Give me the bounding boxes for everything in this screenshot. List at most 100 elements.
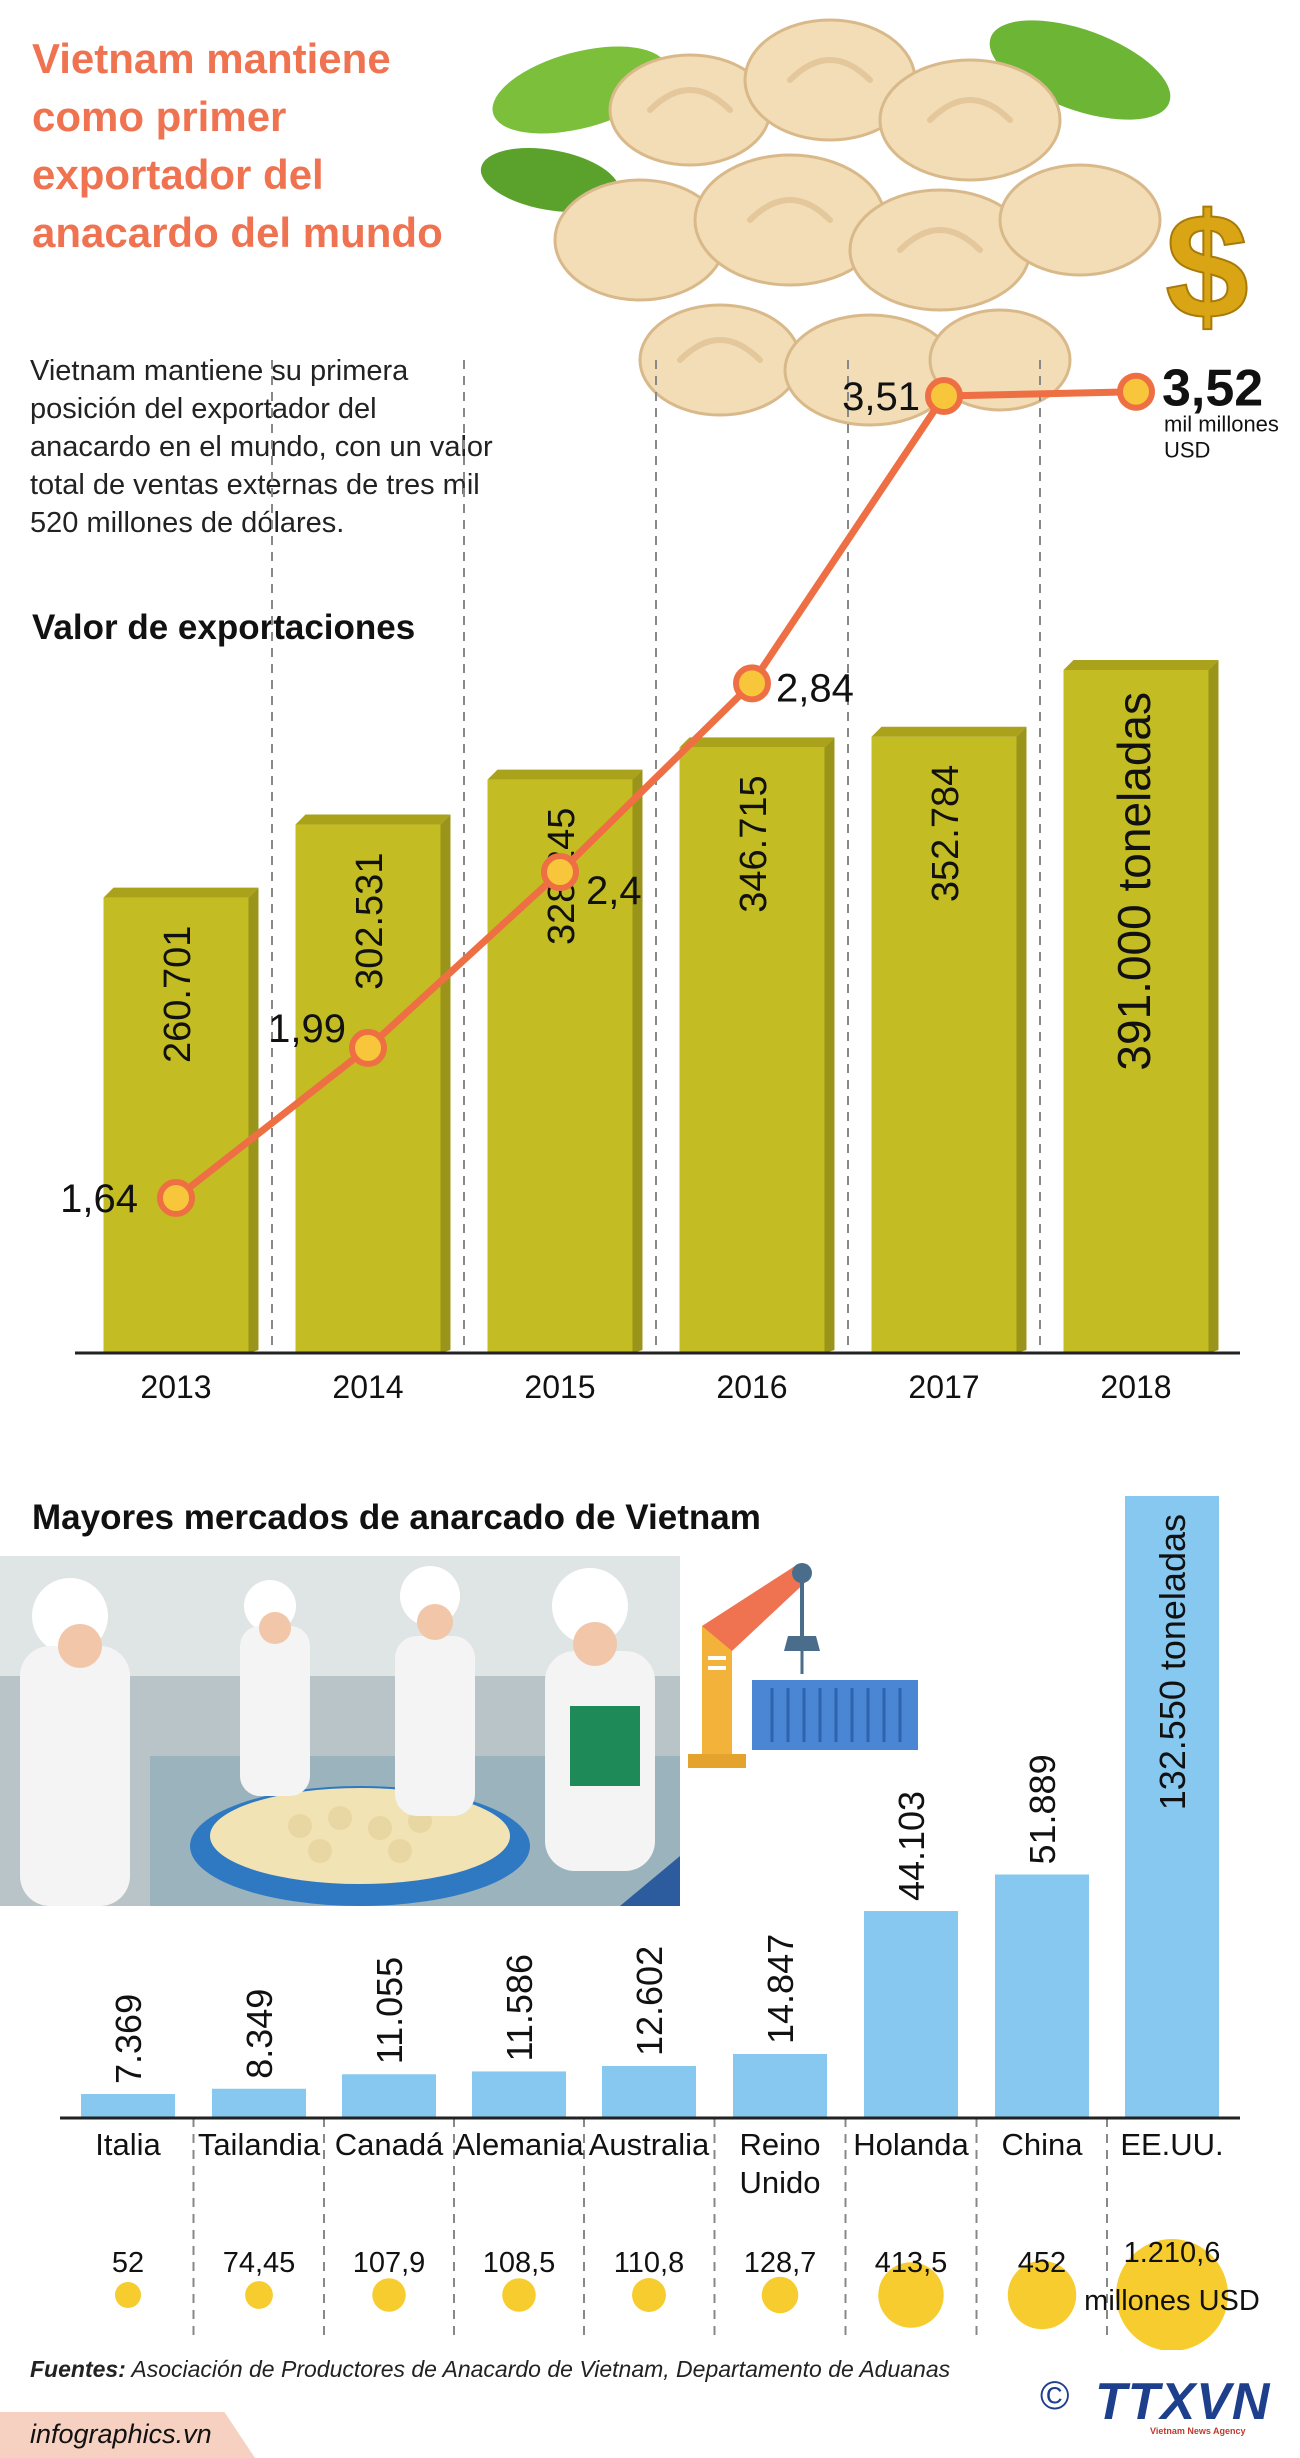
agency-name: TTXVN [1095,2373,1271,2431]
export-year-label: 2013 [140,1369,211,1405]
export-value-point [349,1028,387,1067]
value-unit-line2: USD [1164,438,1210,463]
market-category-label: EE.UU. [1120,2127,1223,2162]
export-value-chart: 260.701302.531328.245346.715352.784391.0… [60,360,1279,1405]
market-value-coin [761,2276,799,2314]
intro-paragraph: Vietnam mantiene su primera posición del… [30,355,493,539]
market-bar [1125,1496,1219,2118]
export-value-label: 3,51 [842,375,920,419]
svg-text:$: $ [1165,186,1248,346]
export-value-point [733,664,771,703]
export-value-label: 2,4 [586,869,642,913]
market-value-label: 413,5 [875,2247,948,2279]
market-category-label: Italia [95,2127,161,2162]
export-bar-top [295,814,451,825]
container-icon [752,1680,918,1750]
market-value-coin [878,2262,944,2328]
market-value-coin [115,2282,141,2308]
market-category-label: China [1002,2127,1084,2162]
export-bar [871,736,1017,1353]
market-category-label: Canadá [335,2127,444,2162]
export-bar-top [103,887,259,898]
market-volume-label: 12.602 [629,1946,670,2056]
market-category-label: Holanda [853,2127,969,2162]
export-bar-side [248,887,259,1353]
market-category-label: Tailandia [198,2127,321,2162]
export-value-label: 1,64 [60,1177,138,1221]
market-value-label: 128,7 [744,2247,817,2279]
market-volume-label: 7.369 [108,1994,149,2084]
market-volume-label: 44.103 [891,1791,932,1901]
factory-photo [0,1556,680,1906]
export-volume-label: 352.784 [925,765,967,902]
source-text: Asociación de Productores de Anacardo de… [131,2356,951,2382]
market-value-label: 1.210,6 [1124,2237,1221,2269]
market-value-coin [245,2281,273,2309]
export-value-point [541,853,579,892]
export-bar-side [440,814,451,1353]
market-volume-label: 51.889 [1022,1754,1063,1864]
agency-logo: © TTXVN Vietnam News Agency [1040,2372,1280,2436]
markets-section-title: Mayores mercados de anarcado de Vietnam [32,1498,761,1537]
market-volume-label: 11.586 [499,1954,540,2061]
site-tag: infographics.vn [0,2412,255,2458]
export-volume-label: 391.000 toneladas [1108,692,1160,1071]
market-category-label: Australia [589,2127,710,2162]
export-bar-side [824,737,835,1353]
market-volume-label: 8.349 [239,1989,280,2079]
market-bar [342,2074,436,2118]
export-bar [679,747,825,1353]
export-bar-top [1063,660,1219,670]
market-volume-label: 132.550 toneladas [1152,1514,1193,1810]
export-value-point [925,377,963,415]
market-bar [864,1911,958,2118]
cashew-photo [480,18,1171,427]
export-value-line [173,388,1137,1201]
markets-value-unit: millones USD [1084,2285,1260,2317]
export-year-label: 2016 [716,1369,787,1405]
market-value-label: 107,9 [353,2247,426,2279]
source-line: Fuentes: Asociación de Productores de An… [30,2356,1050,2383]
export-value-point [157,1179,195,1217]
export-bar-top [871,726,1027,737]
export-year-label: 2018 [1100,1369,1171,1405]
markets-chart: 7.369 8.349 11.055 11.586 12.602 14.847 44.103… [60,1496,1260,2350]
market-bar [81,2094,175,2118]
export-volume-label: 302.531 [349,853,391,990]
market-value-label: 52 [112,2247,144,2279]
export-value-point [1117,372,1155,411]
market-category-label: Reino Unido [740,2127,821,2200]
market-value-label: 452 [1018,2247,1066,2279]
export-value-label: 1,99 [268,1007,346,1051]
export-bar-side [1208,660,1219,1353]
export-section-title: Valor de exportaciones [32,608,416,647]
market-bar [472,2071,566,2118]
market-bar [733,2054,827,2118]
export-year-label: 2014 [332,1369,403,1405]
market-value-label: 110,8 [614,2247,684,2279]
site-url: infographics.vn [30,2419,212,2449]
market-value-coin [502,2278,536,2312]
export-year-label: 2017 [908,1369,979,1405]
agency-subtitle: Vietnam News Agency [1150,2426,1246,2436]
market-value-coin [632,2278,666,2312]
export-value-label: 3,52 [1162,360,1263,418]
market-category-label: Alemania [454,2127,584,2162]
market-value-label: 108,5 [483,2247,556,2279]
market-value-label: 74,45 [223,2247,296,2279]
market-volume-label: 11.055 [369,1957,410,2064]
market-value-coin [1116,2239,1228,2350]
export-volume-label: 260.701 [157,926,199,1063]
export-year-label: 2015 [524,1369,595,1405]
export-bar [1063,670,1209,1353]
market-volume-label: 14.847 [760,1934,801,2044]
value-unit-line1: mil millones [1164,412,1279,437]
export-bar-side [632,769,643,1353]
export-volume-label: 346.715 [733,775,775,912]
market-value-coin [372,2278,406,2312]
copyright-icon: © [1040,2374,1070,2418]
export-bar [103,897,249,1353]
dollar-sign-icon: $ [1164,186,1249,346]
market-bar [602,2066,696,2118]
source-label: Fuentes: [30,2356,126,2382]
